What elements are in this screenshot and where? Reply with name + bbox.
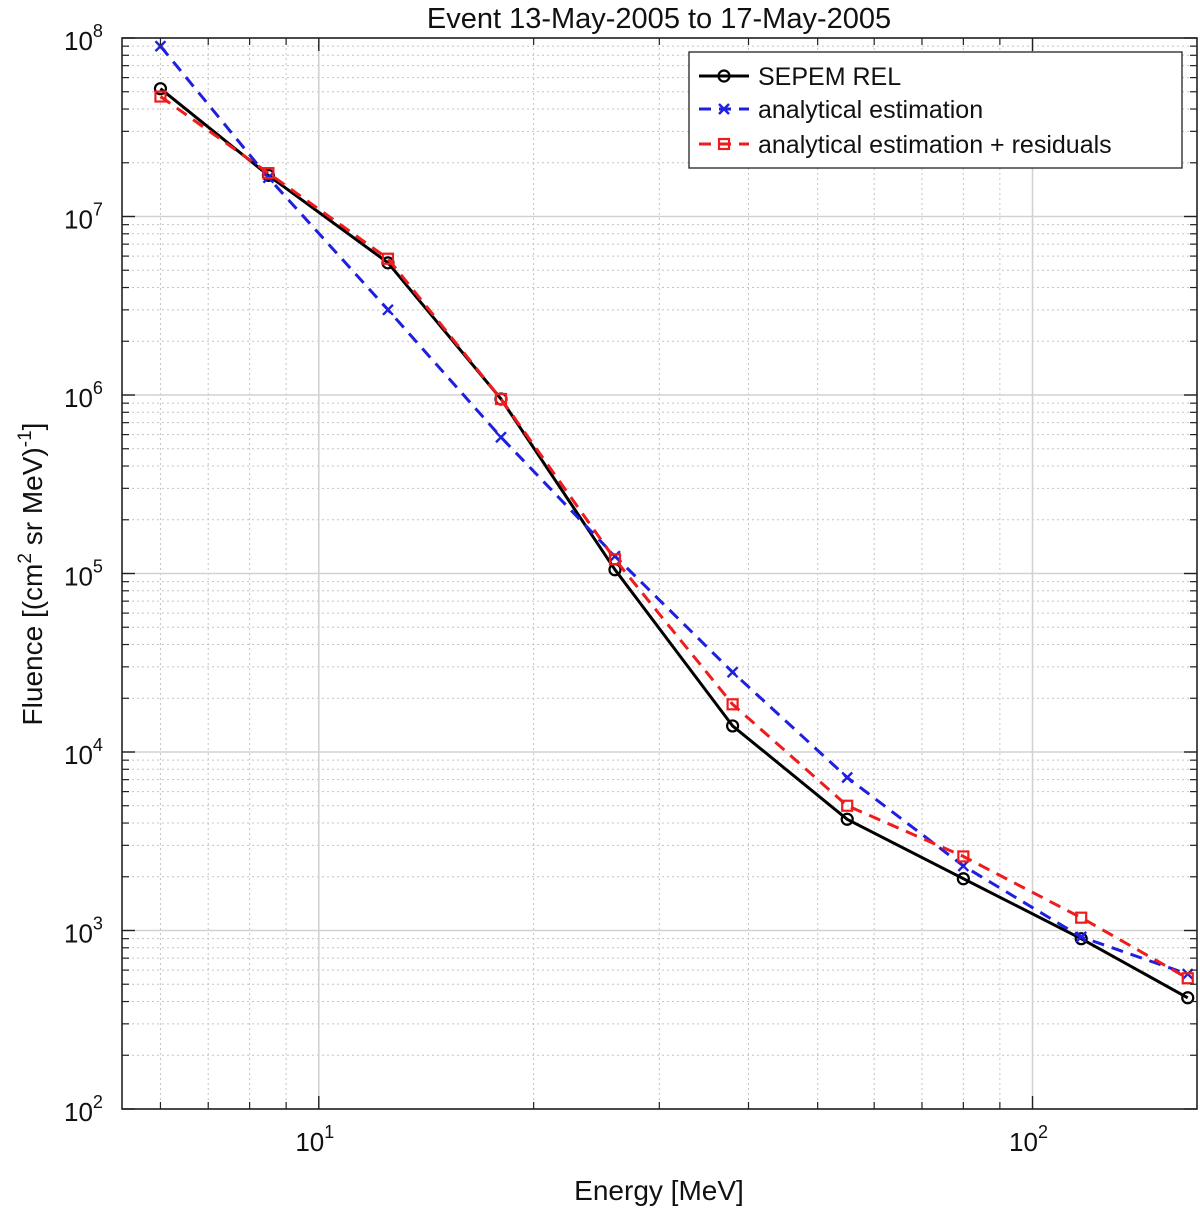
- y-tick-exponent: 7: [93, 200, 103, 220]
- y-tick-label: 108: [64, 21, 103, 56]
- y-tick-base: 10: [64, 740, 93, 770]
- series-point: [957, 860, 970, 872]
- y-tick-exponent: 4: [93, 735, 103, 755]
- y-tick-base: 10: [64, 26, 93, 56]
- legend-marker: [718, 103, 730, 115]
- x-tick-label: 102: [1009, 1122, 1048, 1157]
- series-point: [1075, 911, 1088, 924]
- y-tick-label: 102: [64, 1092, 103, 1127]
- y-tick-label: 105: [64, 557, 103, 592]
- series-point: [262, 167, 275, 180]
- y-tick-label: 104: [64, 735, 103, 770]
- series-point: [153, 82, 168, 96]
- y-tick-label: 103: [64, 914, 103, 949]
- y-tick-base: 10: [64, 383, 93, 413]
- x-tick-base: 10: [295, 1127, 324, 1157]
- y-tick-exponent: 8: [93, 21, 103, 41]
- legend-label: analytical estimation: [758, 96, 983, 124]
- series-point: [841, 771, 854, 784]
- series-point: [382, 303, 394, 316]
- series-2: [154, 90, 1194, 985]
- major-grid: [122, 37, 1197, 1110]
- x-tick-label: 101: [295, 1122, 334, 1157]
- y-axis-title-part1: Fluence [(cm: [17, 564, 48, 726]
- y-tick-exponent: 6: [93, 378, 103, 398]
- series-point: [957, 850, 970, 863]
- legend: SEPEM REL analytical estimation analytical…: [688, 51, 1183, 169]
- series-line: [159, 45, 1189, 976]
- y-tick-base: 10: [64, 562, 93, 592]
- y-tick-exponent: 2: [93, 1092, 103, 1112]
- x-tick-exponent: 2: [1038, 1122, 1048, 1142]
- y-tick-label: 107: [64, 200, 103, 235]
- series-point: [154, 90, 167, 103]
- y-axis-title: Fluence [(cm2 sr MeV)-1]: [15, 423, 48, 726]
- y-tick-base: 10: [64, 919, 93, 949]
- series-point: [1181, 972, 1194, 985]
- x-tick-base: 10: [1009, 1127, 1038, 1157]
- series-point: [726, 666, 739, 679]
- series-point: [840, 812, 854, 826]
- series-point: [1181, 991, 1195, 1005]
- series-point: [956, 872, 970, 886]
- series-1: [154, 40, 1194, 980]
- legend-label: analytical estimation + residuals: [758, 131, 1112, 159]
- series-line: [159, 87, 1189, 1000]
- series-point: [381, 252, 395, 265]
- y-tick-label: 106: [64, 378, 103, 413]
- series-point: [495, 431, 507, 444]
- series-point: [608, 553, 622, 566]
- series-point: [1074, 932, 1088, 946]
- series-point: [841, 799, 854, 812]
- chart-title: Event 13-May-2005 to 17-May-2005: [427, 3, 891, 35]
- y-tick-base: 10: [64, 205, 93, 235]
- x-tick-exponent: 1: [324, 1122, 334, 1142]
- y-axis-title-part2: sr MeV): [17, 447, 48, 553]
- legend-label: SEPEM REL: [758, 63, 901, 91]
- series-line: [159, 95, 1189, 980]
- y-axis-title-part3: ]: [17, 423, 48, 431]
- legend-marker: [717, 137, 731, 151]
- legend-marker: [717, 69, 731, 83]
- y-tick-base: 10: [64, 1097, 93, 1127]
- legend-box: [688, 51, 1183, 169]
- series-layer: [153, 40, 1195, 1005]
- series-point: [154, 40, 167, 53]
- y-tick-exponent: 5: [93, 557, 103, 577]
- x-axis-title: Energy [MeV]: [574, 1175, 744, 1206]
- y-tick-exponent: 3: [93, 914, 103, 934]
- y-axis-title-sup1: 2: [15, 553, 36, 564]
- y-axis-title-sup2: -1: [15, 430, 36, 447]
- series-point: [726, 719, 740, 733]
- axis-ticks: [122, 37, 1197, 1110]
- series-point: [1075, 931, 1088, 943]
- series-point: [726, 698, 739, 711]
- series-point: [494, 392, 508, 406]
